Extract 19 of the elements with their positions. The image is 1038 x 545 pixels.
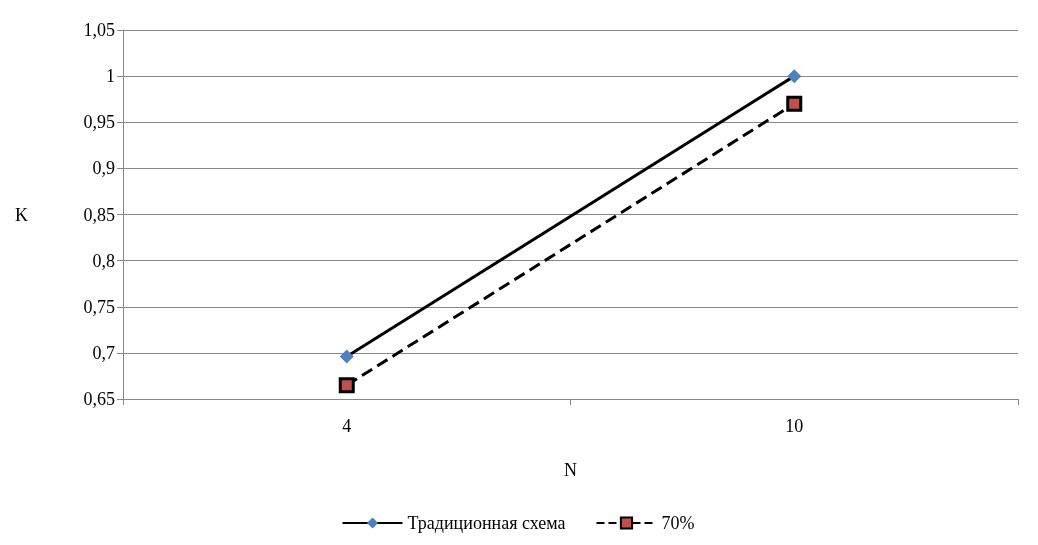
y-tick-label: 1 xyxy=(106,66,115,87)
y-tick-label: 0,85 xyxy=(83,204,115,225)
y-axis-title: K xyxy=(15,204,28,225)
y-tick-label: 1,05 xyxy=(83,20,115,40)
y-tick-label: 0,7 xyxy=(92,342,115,363)
legend-label: 70% xyxy=(661,513,695,533)
x-tick-label: 4 xyxy=(342,416,352,436)
x-axis-title: N xyxy=(564,460,577,480)
x-tick-label: 10 xyxy=(785,416,804,436)
y-tick-label: 0,65 xyxy=(83,389,115,409)
point xyxy=(786,95,803,112)
point xyxy=(339,349,354,364)
y-tick-label: 0,75 xyxy=(83,296,115,317)
legend-label: Традиционная схема xyxy=(407,513,566,533)
y-tick-label: 0,95 xyxy=(83,112,115,133)
y-tick-label: 0,9 xyxy=(92,158,115,179)
point xyxy=(787,69,802,84)
y-tick-label: 0,8 xyxy=(92,250,115,271)
point xyxy=(338,377,355,394)
